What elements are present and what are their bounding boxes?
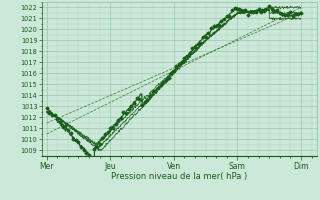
X-axis label: Pression niveau de la mer( hPa ): Pression niveau de la mer( hPa ) xyxy=(111,172,247,181)
